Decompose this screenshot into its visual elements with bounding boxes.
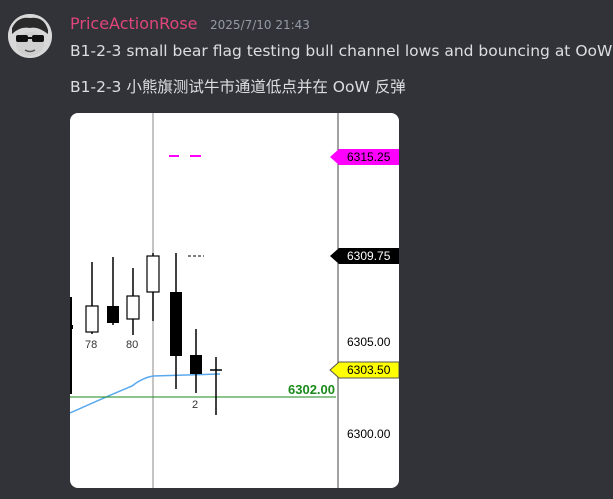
bar-label: 78 [85, 339, 97, 351]
avatar-face-icon [8, 14, 52, 58]
candle-body [170, 292, 182, 356]
candle-body [107, 306, 119, 323]
message-text-chinese: B1-2-3 小熊旗测试牛市通道低点并在 OoW 反弹 [70, 78, 406, 96]
svg-text:6315.25: 6315.25 [347, 150, 391, 164]
bar-label: 80 [126, 339, 138, 351]
price-tick: 6300.00 [347, 427, 391, 441]
username[interactable]: PriceActionRose [70, 14, 198, 33]
candle-body [85, 305, 99, 333]
candles [70, 253, 222, 415]
price-chart: 78 80 2 6302.00 6315.25 6309.75 6305.00 … [70, 113, 399, 488]
user-avatar[interactable] [8, 14, 52, 58]
message-text-english: B1-2-3 small bear flag testing bull chan… [70, 42, 613, 60]
candle-body [190, 355, 202, 374]
bar-label: 2 [192, 399, 198, 411]
ema-line [70, 373, 221, 414]
svg-text:6303.50: 6303.50 [347, 363, 391, 377]
green-level-label: 6302.00 [288, 382, 335, 397]
candle-body [126, 295, 140, 320]
price-tick: 6305.00 [347, 335, 391, 349]
yellow-price-tag: 6303.50 [329, 361, 399, 379]
message-timestamp: 2025/7/10 21:43 [210, 18, 310, 32]
candle-body [70, 325, 73, 329]
chart-image-attachment[interactable]: 78 80 2 6302.00 6315.25 6309.75 6305.00 … [70, 113, 399, 488]
black-price-tag: 6309.75 [330, 248, 399, 264]
magenta-price-tag: 6315.25 [330, 149, 399, 165]
candle-body [146, 255, 160, 293]
svg-text:6309.75: 6309.75 [347, 249, 391, 263]
